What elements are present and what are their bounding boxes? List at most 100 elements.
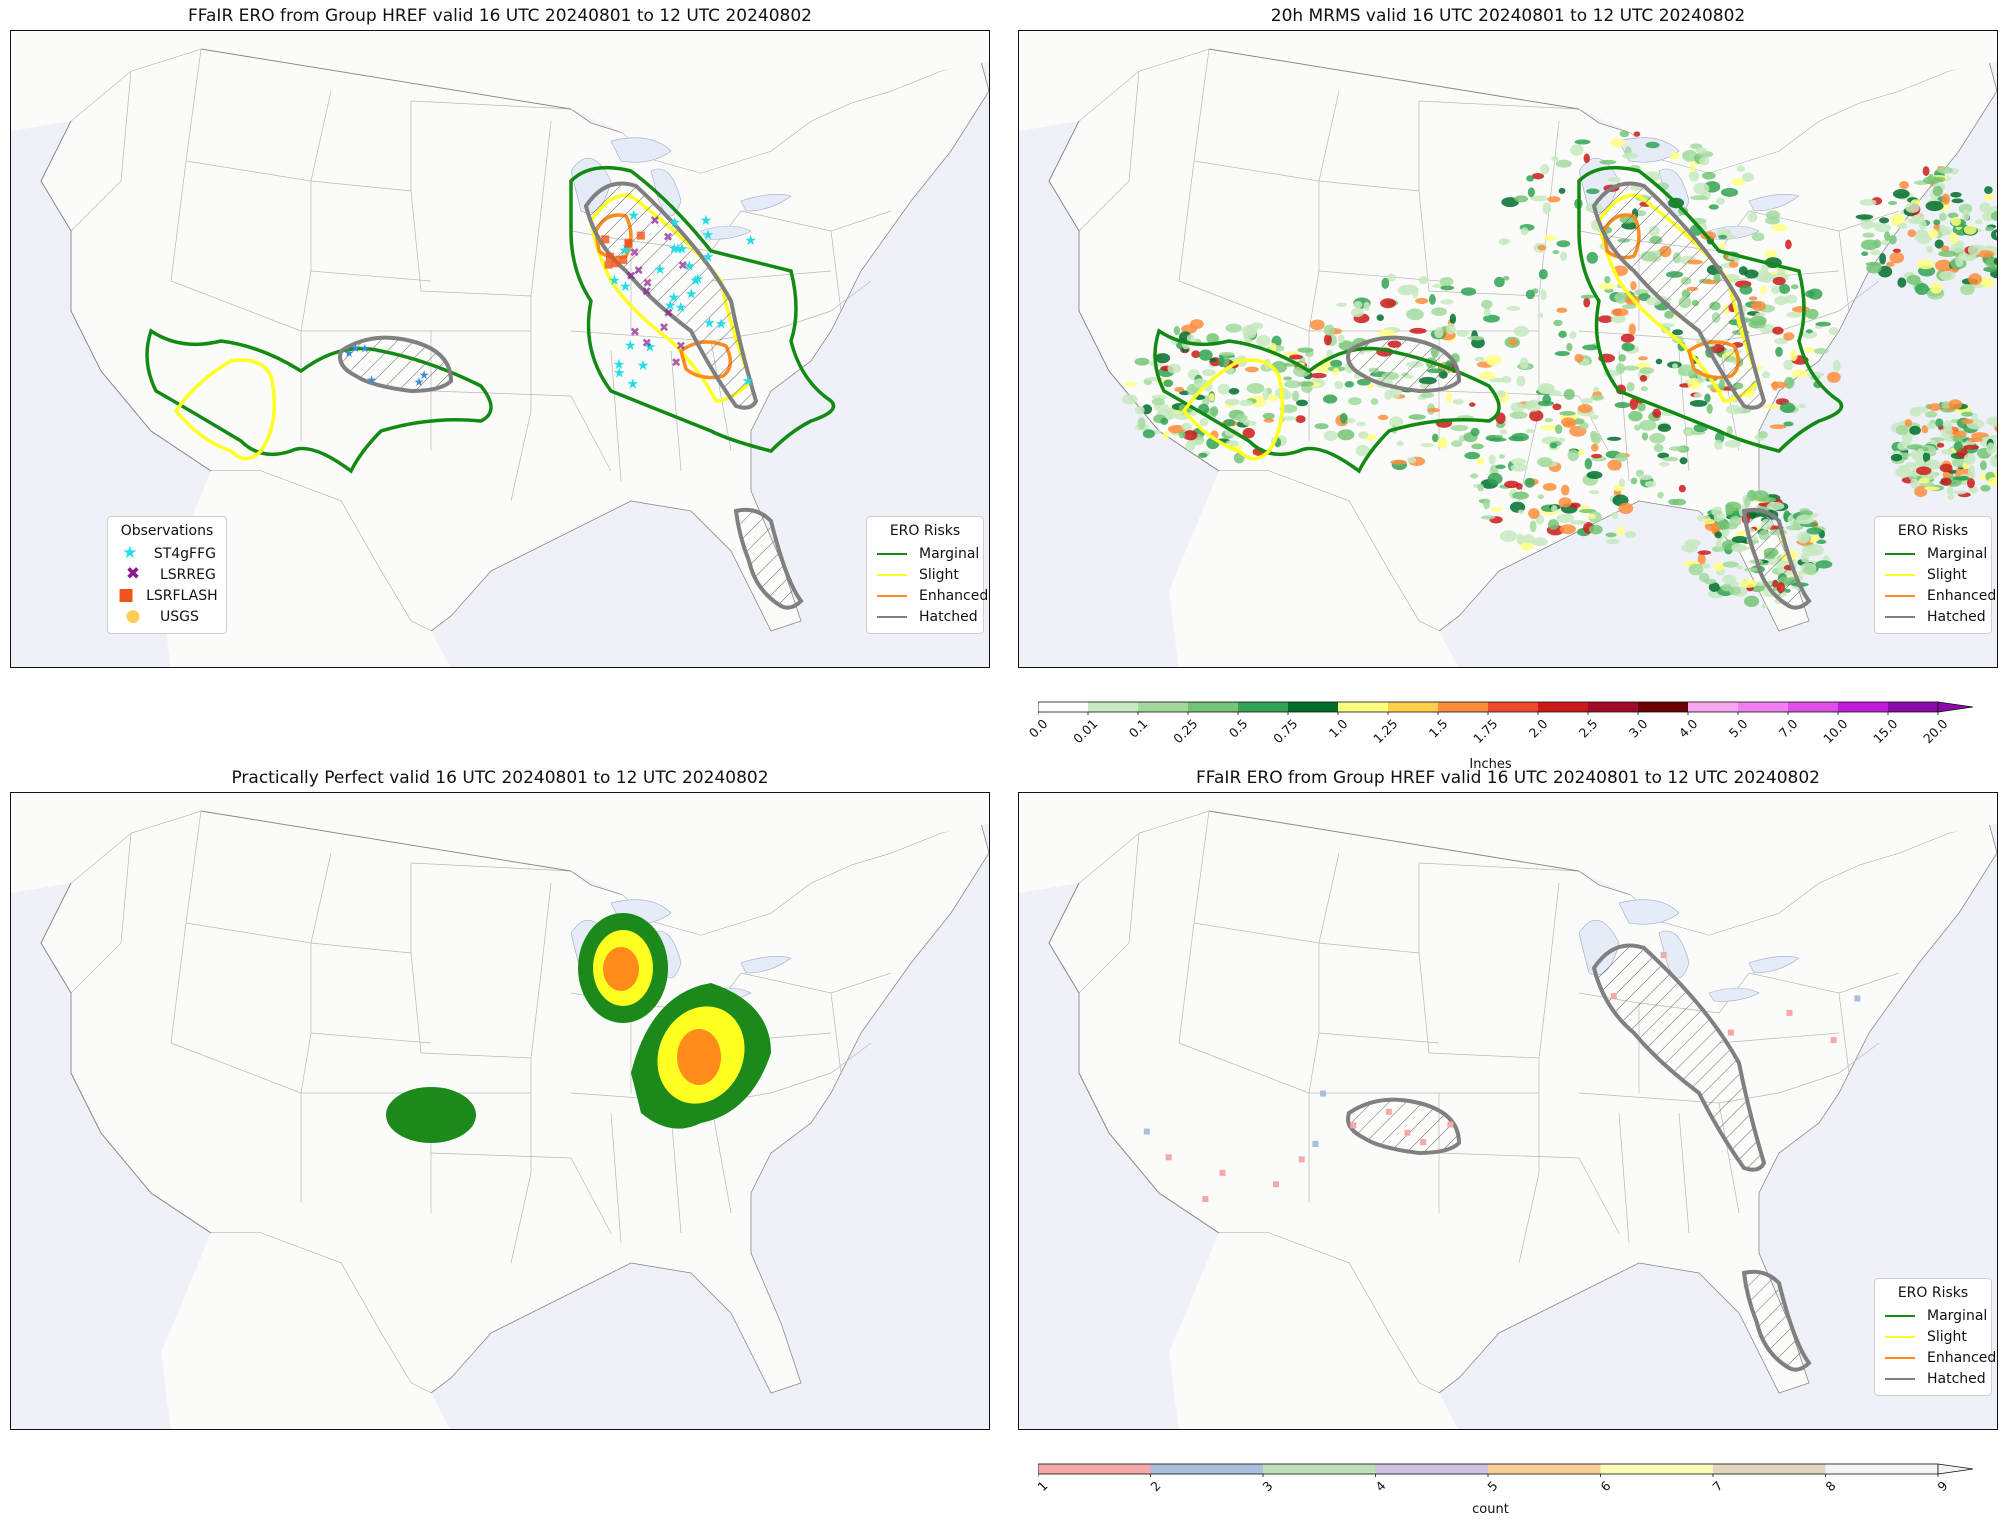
lsrflash-marker [611, 259, 620, 268]
legend-entry-slight: Slight [1885, 564, 1981, 585]
lsrreg-marker: ✖ [626, 269, 636, 283]
lsrreg-marker: ✖ [642, 284, 652, 298]
colorbar-segment [1288, 702, 1338, 712]
count-cell [1312, 1140, 1319, 1147]
colorbar-tick-label: 1.75 [1470, 716, 1501, 747]
colorbar-segment [1263, 1464, 1376, 1474]
legend-entry-enhanced: Enhanced [1885, 1347, 1996, 1368]
panel-title-top-right: 20h MRMS valid 16 UTC 20240801 to 12 UTC… [1270, 6, 1746, 26]
legend-entry-hatched: Hatched [877, 606, 978, 627]
lsrflash-marker [624, 239, 633, 248]
map-panel-ero-counts [1018, 792, 1998, 1430]
legend-entry-slight: Slight [877, 564, 973, 585]
colorbar-tick-label: 0.5 [1225, 716, 1251, 741]
legend-label: Slight [919, 566, 959, 583]
legend-entry-enhanced: Enhanced [877, 585, 988, 606]
hatched-area [1346, 335, 1462, 394]
legend-label: LSRREG [160, 566, 216, 583]
colorbar-segment [1825, 1464, 1938, 1474]
hatched-area [1741, 507, 1812, 610]
legend-entry-hatched: Hatched [1885, 1368, 1986, 1389]
st4gffg-marker: ★ [685, 287, 698, 303]
ero-legend-top-right: ERO Risks Marginal Slight Enhanced Hatched [1874, 516, 1996, 634]
legend-entry-usgs: ● USGS [118, 606, 216, 627]
st4gffg-marker: ★ [691, 271, 704, 287]
hatched-area [1346, 1097, 1462, 1156]
st4gffg-marker: ★ [715, 317, 728, 333]
colorbar-tick-label: 20.0 [1920, 716, 1951, 747]
st4gffg-marker: ★ [668, 241, 681, 257]
colorbar-segment [1188, 702, 1238, 712]
colorbar-tick-label: 6 [1596, 1478, 1614, 1495]
pp-enhanced-east [677, 1029, 721, 1085]
st4gffg-marker: ★ [613, 357, 626, 373]
colorbar-tick-label: 4 [1371, 1478, 1389, 1495]
colorbar-tick-label: 5.0 [1725, 716, 1751, 741]
st4gffg-marker: ★ [702, 227, 715, 243]
pp-enhanced-north [603, 947, 639, 991]
st4gffg-marker: ★ [676, 241, 689, 257]
legend-label: Marginal [1927, 545, 1988, 562]
observations-legend: Observations ★ ST4gFFG ✖ LSRREG ■ LSRFLASH … [107, 516, 227, 634]
lsrreg-marker: ✖ [659, 321, 669, 335]
colorbar-extend-arrow [1937, 1463, 1974, 1475]
precip-colorbar: 0.0 0.01 0.1 0.25 0.5 0.75 1.0 1.25 1.5 1.75 2.0 2.… [1026, 700, 1978, 760]
x-marker-icon: ✖ [125, 564, 141, 584]
colorbar-tick-label: 2 [1146, 1478, 1164, 1495]
marginal-risk-east [1577, 165, 1844, 453]
legend-line-swatch [1885, 1335, 1915, 1338]
lsrreg-marker: ✖ [678, 259, 688, 273]
lsrreg-marker: ✖ [663, 306, 673, 320]
count-cell [1404, 1129, 1411, 1136]
legend-line-swatch [1885, 1377, 1915, 1380]
ero-legend-title: ERO Risks [1897, 1285, 1969, 1301]
lsrreg-marker: ✖ [663, 230, 673, 244]
legend-entry-slight: Slight [1885, 1326, 1981, 1347]
st4gffg-marker: ★ [608, 273, 621, 289]
count-cell [1854, 995, 1861, 1002]
legend-label: USGS [160, 608, 199, 625]
slight-risk-west [1181, 358, 1285, 461]
lsrreg-marker: ✖ [650, 214, 660, 228]
st4gffg-marker: ★ [350, 341, 361, 355]
colorbar-segment [1838, 702, 1888, 712]
colorbar-segment [1638, 702, 1688, 712]
legend-label: Enhanced [1927, 587, 1997, 604]
hatched-area [1591, 181, 1767, 410]
panel-title-bottom-right: FFaIR ERO from Group HREF valid 16 UTC 2… [1196, 768, 1820, 788]
legend-label: Marginal [919, 545, 980, 562]
colorbar-tick-label: 2.0 [1525, 716, 1551, 741]
legend-label: Slight [1927, 1328, 1967, 1345]
legend-line-swatch [1885, 1314, 1915, 1317]
hatched-area [733, 507, 804, 610]
marginal-risk-east [569, 165, 836, 453]
legend-entry-lsrflash: ■ LSRFLASH [118, 585, 218, 606]
legend-entry-marginal: Marginal [1885, 543, 1987, 564]
colorbar-segment [1488, 1464, 1601, 1474]
legend-line-swatch [1885, 573, 1915, 576]
panel-title-top-left: FFaIR ERO from Group HREF valid 16 UTC 2… [188, 6, 812, 26]
count-cell [1350, 1122, 1357, 1129]
st4gffg-marker: ★ [360, 341, 371, 355]
lsrreg-marker: ✖ [671, 355, 681, 369]
count-cell [1143, 1128, 1150, 1135]
st4gffg-marker: ★ [672, 241, 685, 257]
slight-risk-west [173, 358, 277, 461]
circle-marker-icon: ● [125, 606, 141, 626]
hatched-area [1591, 943, 1767, 1172]
st4gffg-marker: ★ [744, 233, 757, 249]
st4gffg-marker: ★ [669, 215, 682, 231]
colorbar-segment [1888, 702, 1938, 712]
st4gffg-marker: ★ [637, 358, 650, 374]
colorbar-segment [1438, 702, 1488, 712]
st4gffg-marker: ★ [703, 315, 716, 331]
pp-marginal-west [386, 1087, 476, 1143]
st4gffg-marker: ★ [627, 376, 640, 392]
colorbar-segment [1338, 702, 1388, 712]
colorbar-tick-label: 0.0 [1025, 716, 1051, 741]
count-cell [1610, 993, 1617, 1000]
colorbar-segment [1038, 1464, 1151, 1474]
colorbar-tick-label: 1 [1034, 1478, 1051, 1495]
st4gffg-marker: ★ [414, 375, 425, 389]
count-cell [1202, 1196, 1209, 1203]
